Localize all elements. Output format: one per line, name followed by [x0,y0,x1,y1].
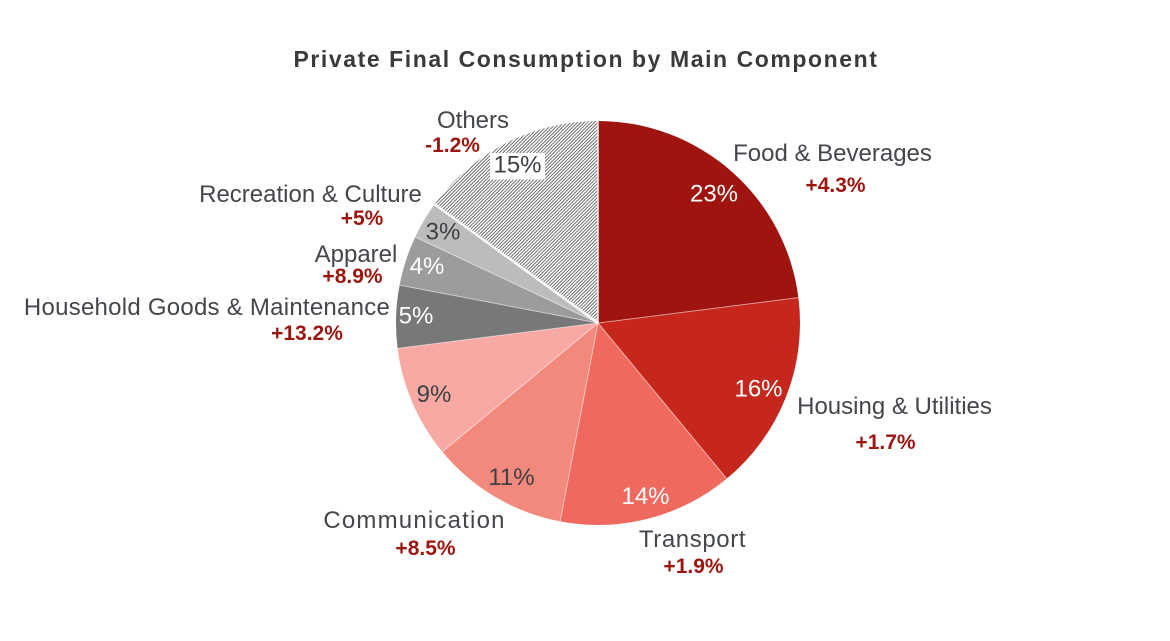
svg-text:15%: 15% [493,152,541,179]
svg-text:14%: 14% [621,483,669,510]
svg-text:9%: 9% [417,381,452,408]
svg-text:11%: 11% [488,464,534,491]
svg-text:23%: 23% [690,181,738,208]
svg-text:4%: 4% [410,253,445,280]
svg-text:16%: 16% [734,376,782,403]
svg-text:5%: 5% [399,303,434,330]
svg-text:3%: 3% [426,219,461,246]
